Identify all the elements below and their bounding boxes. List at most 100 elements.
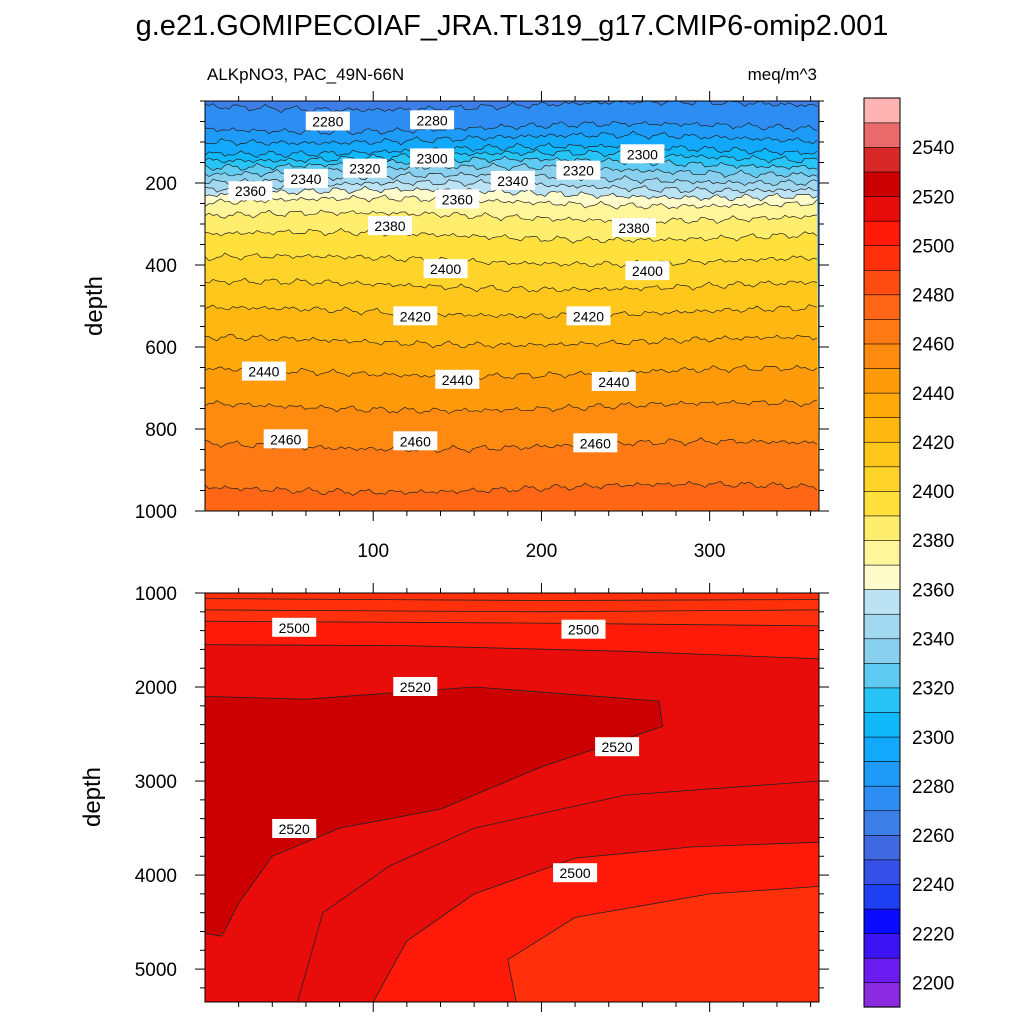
upper-contour-line-2430: [205, 334, 818, 349]
upper-contour-label-bg: [435, 189, 480, 209]
upper-contour-line-2320: [205, 155, 818, 171]
colorbar-swatch: [863, 294, 901, 320]
upper-contour-label-bg: [556, 160, 601, 180]
colorbar-swatch: [863, 97, 901, 124]
upper-contour-label-text: 2280: [312, 114, 343, 130]
upper-contour-label-bg: [283, 168, 328, 188]
colorbar-swatch: [863, 711, 901, 738]
colorbar-swatch: [863, 146, 901, 173]
lower-upper-region: [205, 593, 819, 626]
upper-contour-label-text: 2460: [270, 431, 301, 447]
lower-contour-line-1: [205, 609, 819, 613]
colorbar-swatch: [863, 932, 901, 959]
colorbar-swatch: [863, 392, 901, 418]
y-tick-label: 2000: [135, 678, 177, 699]
x-tick-label: 100: [357, 541, 389, 562]
upper-contour-label-text: 2440: [442, 372, 473, 388]
y-tick-label: 800: [145, 420, 177, 441]
upper-panel: 200 400 600 800 1000 100 200 300 2280 2280 2300 23…: [135, 91, 829, 562]
upper-contour-label-bg: [305, 111, 350, 131]
lower-contour-line-4: [205, 686, 664, 937]
upper-contour-label: 2380: [612, 218, 656, 238]
colorbar-swatch: [863, 589, 901, 615]
colorbar-swatch: [863, 687, 901, 713]
colorbar-label: 2260: [912, 826, 954, 847]
upper-contour-label-bg: [620, 144, 665, 164]
upper-contour-label-text: 2400: [632, 263, 663, 279]
x-tick-label: 300: [694, 541, 726, 562]
colorbar-label: 2240: [912, 875, 954, 896]
upper-contour-line-2300: [205, 142, 818, 158]
lower-contour-line-7: [507, 886, 819, 1002]
colorbar-swatch: [863, 122, 901, 148]
colorbar-label: 2380: [912, 531, 954, 552]
colorbar-label: 2540: [912, 138, 954, 159]
lower-contour-label-bg: [272, 819, 317, 838]
lower-panel: 1000 2000 3000 4000 5000 2500 2500 2520 2520 252…: [135, 583, 829, 1012]
upper-contour-label: 2460: [263, 429, 308, 449]
lower-contour-label-text: 2500: [560, 865, 591, 881]
upper-contour-label-text: 2360: [235, 183, 266, 199]
upper-contour-label: 2420: [393, 306, 438, 326]
lower-contour-label: 2500: [561, 619, 606, 639]
upper-contour-label-text: 2420: [573, 308, 604, 324]
upper-contour-label: 2360: [435, 189, 480, 209]
upper-contour-label-text: 2420: [400, 308, 431, 324]
colorbar-swatch: [863, 269, 901, 296]
lower-contour-label-text: 2520: [602, 739, 633, 755]
upper-contour-label: 2440: [591, 371, 636, 391]
lower-contour-label-text: 2520: [279, 821, 310, 837]
lower-contour-label: 2520: [595, 737, 640, 757]
upper-contour-label-bg: [612, 218, 656, 238]
upper-contour-label: 2320: [556, 160, 601, 180]
upper-contour-line-2410: [205, 277, 818, 293]
lower-contour-line-0: [205, 598, 819, 601]
lower-bottom-east-region: [507, 886, 819, 1002]
upper-contour-label-bg: [490, 170, 535, 190]
upper-contour-line-2390: [205, 227, 818, 244]
upper-contour-label: 2440: [435, 369, 480, 389]
upper-contour-label-text: 2400: [430, 261, 461, 277]
upper-contour-label-bg: [241, 361, 286, 381]
upper-contour-label-bg: [435, 369, 480, 389]
upper-contour-label-text: 2280: [417, 112, 448, 128]
upper-contour-label: 2420: [566, 306, 611, 326]
colorbar-swatch: [863, 638, 901, 664]
upper-contour-label-bg: [228, 181, 273, 201]
upper-contour-label-bg: [393, 431, 438, 451]
upper-contour-label-bg: [591, 371, 636, 391]
chart-title: g.e21.GOMIPECOIAF_JRA.TL319_g17.CMIP6-om…: [136, 10, 889, 42]
colorbar-label: 2200: [912, 973, 954, 994]
upper-contour-label-bg: [410, 148, 455, 168]
lower-contour-label-bg: [553, 863, 598, 883]
y-tick-label: 1000: [135, 584, 177, 605]
colorbar-swatch: [863, 785, 901, 812]
colorbar-swatch: [863, 441, 901, 468]
upper-contour-label-bg: [368, 216, 412, 236]
colorbar-label: 2420: [912, 433, 954, 454]
upper-contour-label: 2280: [305, 111, 350, 131]
upper-contour-label: 2360: [228, 181, 273, 201]
colorbar-label: 2440: [912, 384, 954, 405]
colorbar-swatch: [863, 220, 901, 247]
lower-contour-label-bg: [595, 737, 640, 757]
lower-contour-label: 2500: [272, 617, 317, 637]
lower-contour-label-bg: [561, 619, 606, 639]
upper-ylabel: depth: [81, 276, 108, 336]
upper-contour-label: 2380: [368, 216, 412, 236]
lower-contour-label-text: 2500: [279, 620, 310, 636]
upper-contour-line-2470: [205, 480, 818, 496]
upper-contour-label-text: 2380: [374, 218, 405, 234]
upper-contour-label: 2400: [423, 259, 468, 279]
colorbar-label: 2280: [912, 777, 954, 798]
colorbar-swatch: [863, 982, 901, 1008]
colorbar-swatch: [863, 171, 901, 197]
colorbar-swatch: [863, 859, 901, 885]
colorbar-swatch: [863, 761, 901, 787]
upper-contour-label-text: 2300: [417, 150, 448, 166]
y-tick-label: 200: [145, 174, 177, 195]
lower-ylabel: depth: [79, 767, 106, 827]
upper-contour-label: 2340: [283, 168, 328, 188]
colorbar-swatch: [863, 908, 901, 934]
